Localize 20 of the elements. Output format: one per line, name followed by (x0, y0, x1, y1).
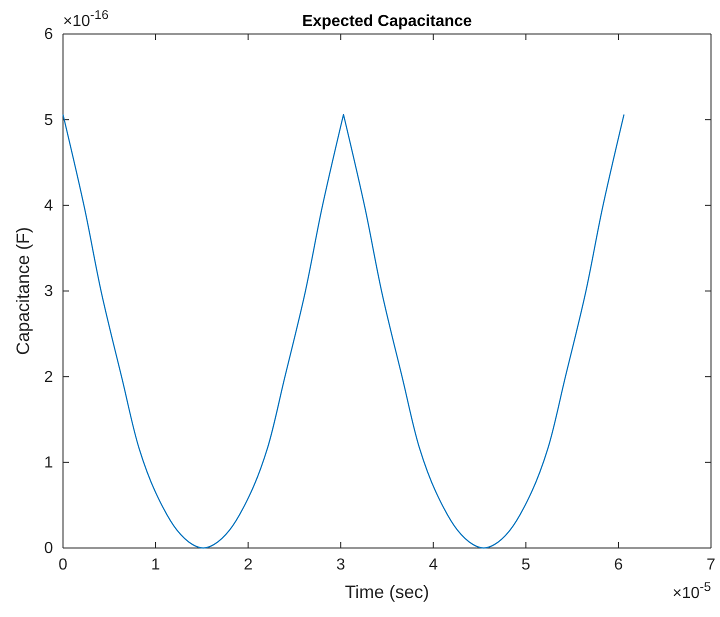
x-tick-label: 7 (706, 556, 716, 574)
y-tick-label: 5 (44, 112, 54, 129)
x-tick-label: 0 (58, 556, 68, 574)
x-tick-label: 2 (244, 556, 253, 574)
x-tick-label: 1 (151, 556, 160, 574)
y-tick-label: 6 (44, 26, 54, 44)
text: ×10$^{-5}$ (672, 578, 711, 602)
x-tick-label: 5 (521, 556, 530, 574)
text: ×10$^{-16}$ (63, 6, 109, 30)
y-tick-label: 1 (44, 454, 54, 472)
x-tick-label: 3 (336, 556, 346, 574)
x-tick-label: 6 (614, 556, 623, 574)
y-axis-title: Capacitance (F) (13, 226, 33, 356)
y-tick-label: 4 (44, 197, 54, 214)
y-tick-label: 0 (44, 540, 54, 558)
y-tick-label: 2 (44, 368, 54, 386)
x-tick-label: 4 (428, 556, 438, 574)
chart-title: Expected Capacitance (302, 13, 472, 30)
x-axis-title: Time (sec) (344, 582, 430, 602)
y-tick-label: 3 (44, 283, 54, 300)
